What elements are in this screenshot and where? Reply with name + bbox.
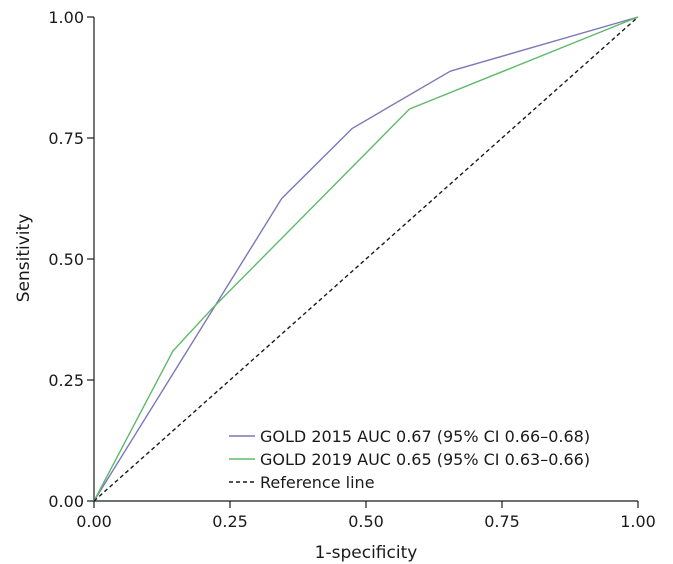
- y-axis-label: Sensitivity: [14, 214, 34, 303]
- x-axis-label: 1-specificity: [315, 543, 418, 563]
- y-tick-label: 0.00: [48, 492, 84, 511]
- x-tick-label: 0.75: [484, 512, 520, 531]
- legend-label: GOLD 2015 AUC 0.67 (95% CI 0.66–0.68): [260, 427, 590, 446]
- x-tick-label: 0.00: [76, 512, 112, 531]
- x-tick-label: 0.25: [212, 512, 248, 531]
- series-lines-layer: [93, 16, 639, 502]
- series-line-reference: [93, 16, 639, 502]
- series-line-gold-2019: [93, 16, 639, 502]
- x-tick-label: 0.50: [348, 512, 384, 531]
- x-tick-label: 1.00: [620, 512, 656, 531]
- legend: GOLD 2015 AUC 0.67 (95% CI 0.66–0.68) GOL…: [229, 427, 590, 492]
- y-tick-label: 0.25: [48, 371, 84, 390]
- y-tick-label: 0.75: [48, 129, 84, 148]
- y-tick-label: 1.00: [48, 8, 84, 27]
- y-tick-label: 0.50: [48, 250, 84, 269]
- series-line-gold-2015: [93, 16, 639, 502]
- axes-layer: 0.00 0.25 0.50 0.75 1.00 0.00 0.25 0.50 0.75 1.00: [48, 8, 655, 531]
- legend-label: Reference line: [260, 473, 375, 492]
- legend-label: GOLD 2019 AUC 0.65 (95% CI 0.63–0.66): [260, 450, 590, 469]
